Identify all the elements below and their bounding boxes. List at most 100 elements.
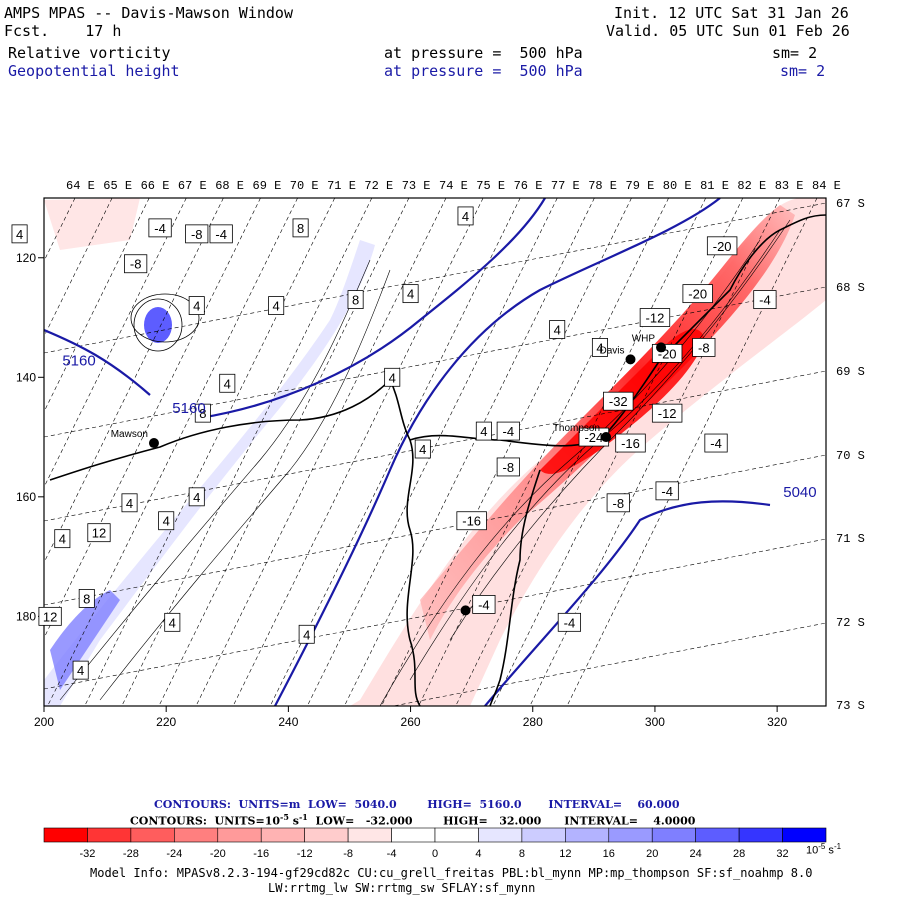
contour-label: 4 <box>77 663 84 678</box>
field1-name: Relative vorticity <box>8 44 171 62</box>
contour-label-box <box>185 224 209 244</box>
colorbar-tick-label: 8 <box>519 848 525 860</box>
colorbar-ticks: -32 -28 -24 -20 -16 -12 -8 -4 0 4 8 12 16 20 24 28 32 <box>79 848 788 860</box>
latitude-label: 68 S <box>836 281 865 295</box>
contour-label-box <box>72 660 89 680</box>
map-frame <box>43 197 827 707</box>
longitude-label: 69 E <box>253 179 282 193</box>
longitude-label: 84 E <box>812 179 841 193</box>
meridian-line <box>307 198 558 706</box>
meridian-line <box>455 198 706 706</box>
meridian-line <box>44 198 150 413</box>
meridian-line <box>47 198 298 706</box>
contour-label-box <box>38 606 62 626</box>
contour-label: -4 <box>215 227 227 242</box>
colorbar-tick-label: -20 <box>210 848 226 860</box>
colorbar-box <box>478 827 523 843</box>
contour-label: -20 <box>688 287 707 302</box>
contour-label: -8 <box>698 340 710 355</box>
contour-label-box <box>121 493 138 513</box>
y-tick-label: 160 <box>16 490 36 504</box>
field1-smoothing: sm= 2 <box>772 44 818 62</box>
forecast-label-text: Fcst. <box>4 22 50 40</box>
contour-label: -4 <box>759 293 771 308</box>
y-tick-label: 180 <box>16 609 36 623</box>
longitude-label: 83 E <box>775 179 804 193</box>
colorbar-tick-label: 32 <box>776 848 788 860</box>
colorbar-tick-label: 28 <box>733 848 745 860</box>
contour-label-box <box>457 206 474 226</box>
colorbar-unit-base: 10 <box>806 844 819 857</box>
contour-label: -16 <box>621 436 640 451</box>
contour-label: -12 <box>658 406 677 421</box>
meridian-line <box>566 198 818 706</box>
vorticity-positive-ring <box>133 298 183 352</box>
contour-label-box <box>655 481 679 501</box>
plot-title: AMPS MPAS -- Davis-Mawson Window <box>4 4 293 22</box>
field2-name: Geopotential height <box>8 62 180 80</box>
meridian-line <box>44 198 187 488</box>
colorbar-box <box>738 827 783 843</box>
meridian-line <box>232 198 484 706</box>
meridian-line <box>121 198 373 706</box>
colorbar-unit-exponent: -5 <box>818 842 826 851</box>
vorticity-positive-band <box>44 240 375 706</box>
contour-label: 4 <box>126 496 133 511</box>
longitude-label: 71 E <box>327 179 356 193</box>
latitude-label: 69 S <box>836 365 865 379</box>
contour-label-box <box>472 595 496 614</box>
geopotential-contours <box>44 198 771 706</box>
coastline-segment <box>49 378 421 706</box>
contour-label-box <box>603 391 634 411</box>
colorbar-box <box>782 827 827 843</box>
longitude-label: 80 E <box>663 179 692 193</box>
valid-time: Valid. 05 UTC Sun 01 Feb 26 <box>606 22 850 40</box>
colorbar-unit-seconds-exponent: -1 <box>833 842 842 851</box>
height-contour-info: CONTOURS: UNITS=m LOW= 5040.0 HIGH= 5160… <box>154 798 680 811</box>
colorbar-boxes <box>43 827 827 843</box>
contour-label-box <box>414 439 431 459</box>
height-contour-label: 5040 <box>783 484 816 501</box>
field1-level: at pressure = 500 hPa <box>384 44 583 62</box>
height-contour-label: 5160 <box>62 352 95 369</box>
contour-label: 4 <box>193 490 200 505</box>
colorbar-tick-label: -24 <box>166 848 182 860</box>
contour-label: 4 <box>407 287 414 302</box>
colorbar-tick-label: 12 <box>559 848 571 860</box>
coastline-segment <box>489 469 541 706</box>
longitude-label: 72 E <box>364 179 393 193</box>
contour-label-box <box>706 236 738 256</box>
contour-label: 8 <box>83 591 90 606</box>
height-contour-5160-west <box>44 328 151 396</box>
x-tick-label: 300 <box>645 715 665 729</box>
y-tick-label: 120 <box>16 251 36 265</box>
contour-label: 4 <box>224 376 231 391</box>
map-plot-area <box>44 198 826 706</box>
contour-label: 4 <box>303 627 310 642</box>
contour-label: -4 <box>478 597 490 612</box>
contour-label: -4 <box>661 484 673 499</box>
longitude-label: 82 E <box>737 179 766 193</box>
contour-label: 8 <box>352 293 359 308</box>
contour-label: 4 <box>59 532 66 547</box>
height-contour-5040 <box>484 500 771 706</box>
contour-label-box <box>219 373 236 393</box>
station-marker <box>656 342 667 353</box>
contour-label: 4 <box>480 424 487 439</box>
colorbar-tick-label: 16 <box>603 848 615 860</box>
latitude-label: 73 S <box>836 699 865 713</box>
model-info-line2: LW:rrtmg_lw SW:rrtmg_sw SFLAY:sf_mynn <box>268 881 536 895</box>
colorbar-box <box>434 827 479 843</box>
station-marker <box>625 354 636 365</box>
vorticity-units: CONTOURS: UNITS=10 <box>130 814 281 828</box>
contour-label-box <box>298 624 315 644</box>
longitude-label: 67 E <box>178 179 207 193</box>
contour-label-box <box>615 433 646 453</box>
meridian-line <box>381 198 632 706</box>
meridian-line <box>158 198 410 706</box>
contour-label: 4 <box>389 370 396 385</box>
contour-label-box <box>194 403 211 423</box>
x-tick-label: 260 <box>401 715 421 729</box>
station-label: Davis <box>599 345 624 356</box>
